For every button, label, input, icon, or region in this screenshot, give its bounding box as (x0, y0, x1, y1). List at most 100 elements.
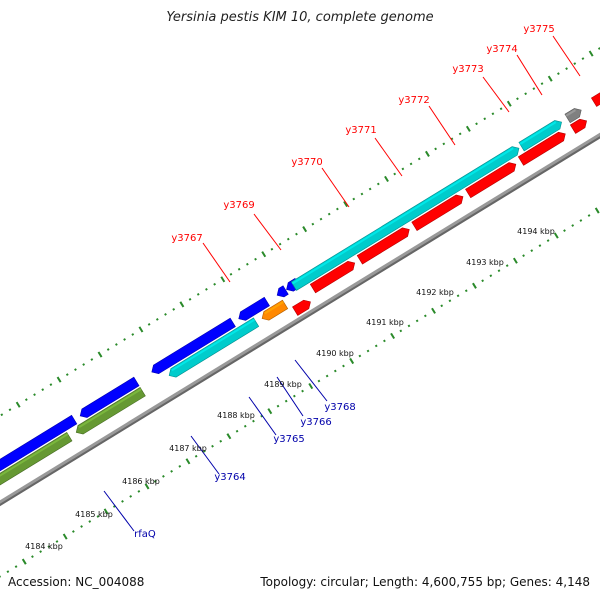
scale-tick (366, 349, 370, 353)
scale-tick (103, 508, 109, 515)
gene-feature[interactable] (74, 387, 146, 436)
gene-feature-highlight (519, 121, 557, 145)
gene-label[interactable]: y3766 (300, 417, 331, 428)
scale-tick (417, 157, 421, 161)
scale-tick (407, 324, 411, 328)
scale-tick (401, 167, 405, 171)
gene-feature[interactable] (149, 317, 236, 376)
gene-callout-line (482, 76, 510, 113)
gene-feature[interactable] (411, 192, 466, 232)
gene-label[interactable]: y3765 (273, 434, 304, 445)
gene-feature[interactable] (518, 118, 564, 152)
scale-tick (74, 368, 77, 371)
gene-feature[interactable] (0, 414, 78, 520)
scale-tick (115, 343, 118, 346)
gene-feature[interactable] (292, 298, 314, 316)
gene-label[interactable]: y3764 (214, 472, 245, 483)
gene-callout-line (190, 435, 220, 475)
gene-feature[interactable] (78, 376, 140, 420)
scale-tick (243, 424, 247, 428)
gene-label[interactable]: y3774 (486, 44, 517, 55)
scale-tick (121, 500, 124, 503)
gene-feature-highlight (0, 433, 69, 523)
gene-feature-highlight (591, 46, 600, 101)
scale-tick (458, 132, 462, 136)
gene-feature[interactable] (564, 106, 584, 124)
scale-tick (286, 237, 290, 241)
gene-label[interactable]: y3768 (324, 402, 355, 413)
gene-callout-line (103, 490, 135, 532)
scale-tick (540, 82, 544, 86)
scale-tick (553, 232, 559, 239)
scale-tick (82, 363, 86, 366)
scale-tick (211, 444, 214, 448)
gene-feature[interactable] (167, 317, 260, 380)
gene-feature[interactable] (517, 130, 568, 166)
scale-tick (530, 249, 534, 253)
scale-tick (14, 565, 18, 569)
gene-feature-highlight (279, 286, 285, 291)
gene-feature[interactable] (465, 160, 518, 199)
gene-label[interactable]: y3772 (398, 95, 429, 106)
scale-tick (261, 251, 267, 258)
gene-label[interactable]: y3771 (345, 125, 376, 136)
gene-feature[interactable] (275, 285, 289, 300)
gene-feature[interactable] (236, 296, 270, 323)
scale-tick (573, 62, 577, 65)
scale-tick (202, 449, 206, 453)
scale-tick (399, 329, 403, 333)
scale-tick (185, 458, 191, 465)
gene-feature-highlight (291, 147, 514, 285)
scale-tick (384, 175, 389, 183)
scale-tick (442, 142, 446, 146)
scale-tick (343, 200, 349, 208)
gene-label[interactable]: y3775 (523, 24, 554, 35)
gene-feature-highlight (570, 120, 582, 128)
scale-tick (106, 348, 110, 351)
gene-feature[interactable] (259, 299, 289, 323)
gene-feature[interactable] (569, 117, 589, 134)
scale-tick (170, 469, 173, 473)
scale-label: 4193 kbp (466, 258, 504, 267)
scale-tick (524, 92, 528, 96)
scale-tick (409, 162, 413, 166)
gene-feature-highlight (171, 318, 256, 372)
scale-tick (276, 404, 280, 408)
scale-tick (557, 72, 560, 76)
scale-tick (491, 112, 495, 116)
scale-label: 4188 kbp (217, 411, 255, 420)
gene-feature[interactable] (0, 431, 73, 530)
scale-tick (448, 299, 452, 303)
scale-tick (434, 147, 437, 151)
gene-feature[interactable] (290, 144, 521, 291)
gene-feature[interactable] (590, 43, 600, 107)
gene-label[interactable]: y3773 (452, 64, 483, 75)
scale-tick (162, 474, 165, 478)
gene-callout-line (321, 167, 350, 208)
gene-feature[interactable] (309, 259, 357, 294)
gene-label[interactable]: y3770 (291, 157, 322, 168)
gene-feature-highlight (293, 300, 306, 310)
gene-label[interactable]: y3769 (223, 200, 254, 211)
scale-tick (205, 287, 208, 291)
gene-label[interactable]: rfaQ (134, 529, 156, 540)
scale-tick (295, 232, 298, 236)
gene-feature[interactable] (356, 225, 412, 265)
scale-tick (147, 323, 151, 326)
scale-tick (472, 282, 477, 289)
scale-tick (178, 464, 182, 468)
gene-callout-line (294, 359, 328, 402)
gene-feature-highlight (412, 195, 458, 225)
scale-tick (138, 326, 144, 333)
scale-label: 4189 kbp (264, 380, 302, 389)
gene-callout-line (374, 137, 403, 177)
scale-tick (39, 550, 43, 553)
scale-tick (213, 282, 216, 286)
gene-callout-line (253, 213, 282, 251)
scale-tick (547, 75, 553, 82)
scale-tick (21, 558, 27, 565)
gene-label[interactable]: y3767 (171, 233, 202, 244)
scale-tick (235, 429, 239, 433)
scale-tick (80, 525, 83, 528)
